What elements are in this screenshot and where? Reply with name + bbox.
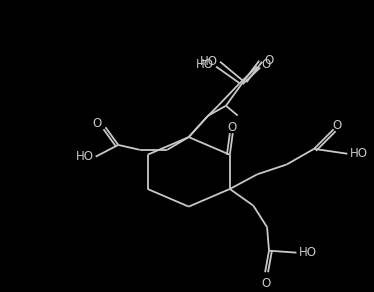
Text: HO: HO	[350, 147, 368, 160]
Text: HO: HO	[76, 150, 94, 163]
Text: O: O	[227, 121, 236, 134]
Text: HO: HO	[196, 58, 214, 71]
Text: O: O	[264, 54, 273, 67]
Text: O: O	[92, 117, 102, 130]
Text: O: O	[261, 277, 271, 290]
Text: HO: HO	[299, 246, 318, 259]
Text: O: O	[261, 58, 270, 71]
Text: HO: HO	[200, 55, 218, 68]
Text: O: O	[332, 119, 341, 132]
